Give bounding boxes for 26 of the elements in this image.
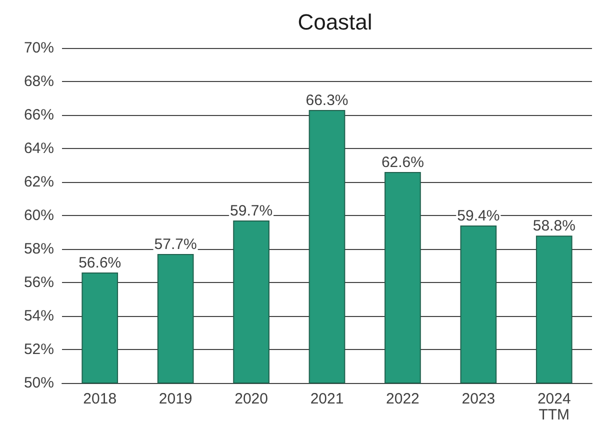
y-tick-label: 54% [24, 308, 54, 324]
y-tick-label: 68% [24, 73, 54, 90]
data-label: 57.7% [154, 236, 197, 254]
data-label: 59.4% [457, 208, 500, 225]
data-label: 59.7% [230, 202, 273, 220]
x-tick-label: 2023 [462, 390, 496, 408]
y-tick-label: 70% [24, 40, 54, 56]
data-label: 56.6% [78, 254, 122, 272]
y-tick-label: 62% [24, 174, 54, 190]
data-label: 62.6% [381, 154, 424, 171]
y-tick-label: 58% [24, 240, 54, 258]
y-tick-label: 60% [24, 207, 54, 224]
data-label: 66.3% [306, 92, 348, 109]
data-label: 58.8% [532, 218, 576, 235]
x-tick-label: 2019 [158, 390, 192, 408]
x-tick-label: 2020 [234, 390, 268, 408]
y-tick-label: 50% [24, 374, 54, 392]
x-tick-label: 2024 TTM [537, 390, 571, 424]
y-tick-label: 64% [24, 140, 54, 157]
chart-title: Coastal [298, 10, 372, 34]
x-tick-label: 2022 [386, 390, 420, 408]
y-tick-label: 56% [24, 274, 54, 291]
y-tick-label: 52% [24, 341, 54, 358]
x-tick-label: 2018 [83, 390, 117, 408]
x-tick-label: 2021 [310, 390, 344, 408]
y-tick-label: 66% [24, 106, 54, 124]
